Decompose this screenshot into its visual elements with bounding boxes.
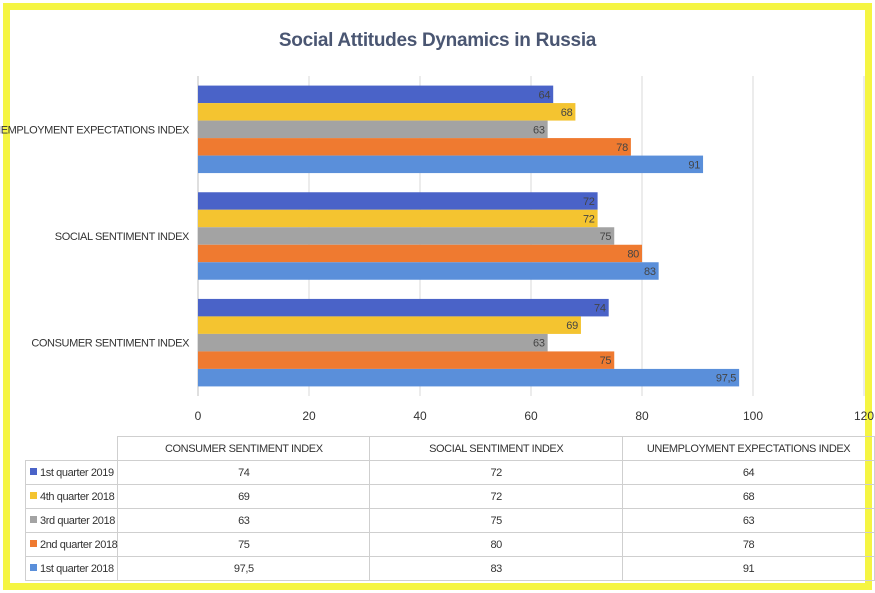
- table-row: 1st quarter 2019 74 72 64: [24, 460, 875, 485]
- bar-chart: 0 20 40 60 80 100 120 UNEMPLOYMENT EXPECTATIONS…: [0, 76, 874, 423]
- table-cell: 75: [117, 532, 371, 557]
- x-tick-label: 120: [854, 409, 874, 423]
- series-name: 2nd quarter 2018: [40, 538, 118, 551]
- data-label: 80: [627, 249, 639, 261]
- data-label: 68: [561, 107, 573, 119]
- x-tick-label: 20: [302, 409, 316, 423]
- legend-swatch: [30, 492, 37, 500]
- table-cell: 69: [117, 484, 371, 509]
- x-tick-label: 100: [743, 409, 763, 423]
- data-label: 63: [533, 124, 545, 136]
- bar: [198, 85, 554, 104]
- table-col-unemployment: UNEMPLOYMENT EXPECTATIONS INDEX: [622, 436, 875, 461]
- y-category-label: CONSUMER SENTIMENT INDEX: [31, 338, 190, 350]
- bar: [198, 227, 615, 245]
- x-tick-label: 40: [413, 409, 427, 423]
- bar: [198, 298, 609, 317]
- bar: [198, 244, 642, 263]
- table-row: 4th quarter 2018 69 72 68: [24, 484, 875, 509]
- data-label: 75: [600, 355, 612, 367]
- series-label: 1st quarter 2019: [24, 460, 119, 485]
- table-cell: 83: [369, 556, 624, 581]
- data-table: CONSUMER SENTIMENT INDEX SOCIAL SENTIMEN…: [24, 436, 875, 581]
- table-cell: 72: [369, 460, 624, 485]
- data-label: 64: [539, 89, 551, 101]
- chart-title: Social Attitudes Dynamics in Russia: [278, 30, 597, 51]
- bar: [198, 209, 598, 228]
- table-cell: 63: [622, 508, 875, 533]
- table-header-row: CONSUMER SENTIMENT INDEX SOCIAL SENTIMEN…: [25, 436, 875, 461]
- data-label: 75: [600, 231, 612, 243]
- series-label: 2nd quarter 2018: [24, 532, 119, 557]
- series-label: 3rd quarter 2018: [24, 508, 119, 533]
- x-tick-label: 80: [635, 409, 649, 423]
- bar: [198, 120, 548, 139]
- x-tick-label: 60: [524, 409, 538, 423]
- data-label: 69: [566, 320, 578, 332]
- bar: [198, 368, 740, 387]
- bar: [198, 138, 631, 156]
- table-cell: 72: [369, 484, 624, 509]
- legend-swatch: [30, 540, 37, 548]
- x-tick-label: 0: [195, 409, 202, 423]
- data-label: 74: [594, 303, 606, 315]
- data-label: 63: [533, 338, 545, 350]
- table-cell: 80: [369, 532, 624, 557]
- table-cell: 75: [369, 508, 624, 533]
- bar: [198, 316, 581, 334]
- series-name: 4th quarter 2018: [40, 490, 115, 503]
- table-cell: 68: [622, 484, 875, 509]
- table-cell: 97,5: [117, 556, 371, 581]
- series-name: 1st quarter 2018: [40, 562, 114, 575]
- table-row: 3rd quarter 2018 63 75 63: [24, 508, 875, 533]
- data-label: 97,5: [716, 373, 736, 385]
- bar: [198, 262, 659, 280]
- series-name: 3rd quarter 2018: [40, 514, 115, 527]
- legend-swatch: [30, 468, 37, 476]
- table-cell: 74: [117, 460, 371, 485]
- bar: [198, 333, 548, 352]
- table-cell: 91: [622, 556, 875, 581]
- legend-swatch: [30, 564, 37, 572]
- data-label: 83: [644, 266, 656, 278]
- data-label: 91: [688, 159, 700, 171]
- bar: [198, 351, 615, 369]
- table-cell: 78: [622, 532, 875, 557]
- bar: [198, 103, 576, 121]
- y-category-label: SOCIAL SENTIMENT INDEX: [55, 231, 190, 243]
- table-cell: 64: [622, 460, 875, 485]
- table-col-consumer: CONSUMER SENTIMENT INDEX: [117, 436, 371, 461]
- legend-swatch: [30, 516, 37, 524]
- y-category-label: UNEMPLOYMENT EXPECTATIONS INDEX: [0, 124, 190, 136]
- series-label: 4th quarter 2018: [24, 484, 119, 509]
- table-row: 2nd quarter 2018 75 80 78: [24, 532, 875, 557]
- data-label: 72: [583, 196, 595, 208]
- table-cell: 63: [117, 508, 371, 533]
- table-corner: [25, 436, 119, 461]
- bar: [198, 192, 598, 210]
- series-label: 1st quarter 2018: [24, 556, 119, 581]
- table-col-social: SOCIAL SENTIMENT INDEX: [369, 436, 624, 461]
- data-label: 72: [583, 214, 595, 226]
- series-name: 1st quarter 2019: [40, 466, 114, 479]
- data-label: 78: [616, 142, 628, 154]
- bar: [198, 155, 704, 174]
- table-row: 1st quarter 2018 97,5 83 91: [24, 556, 875, 581]
